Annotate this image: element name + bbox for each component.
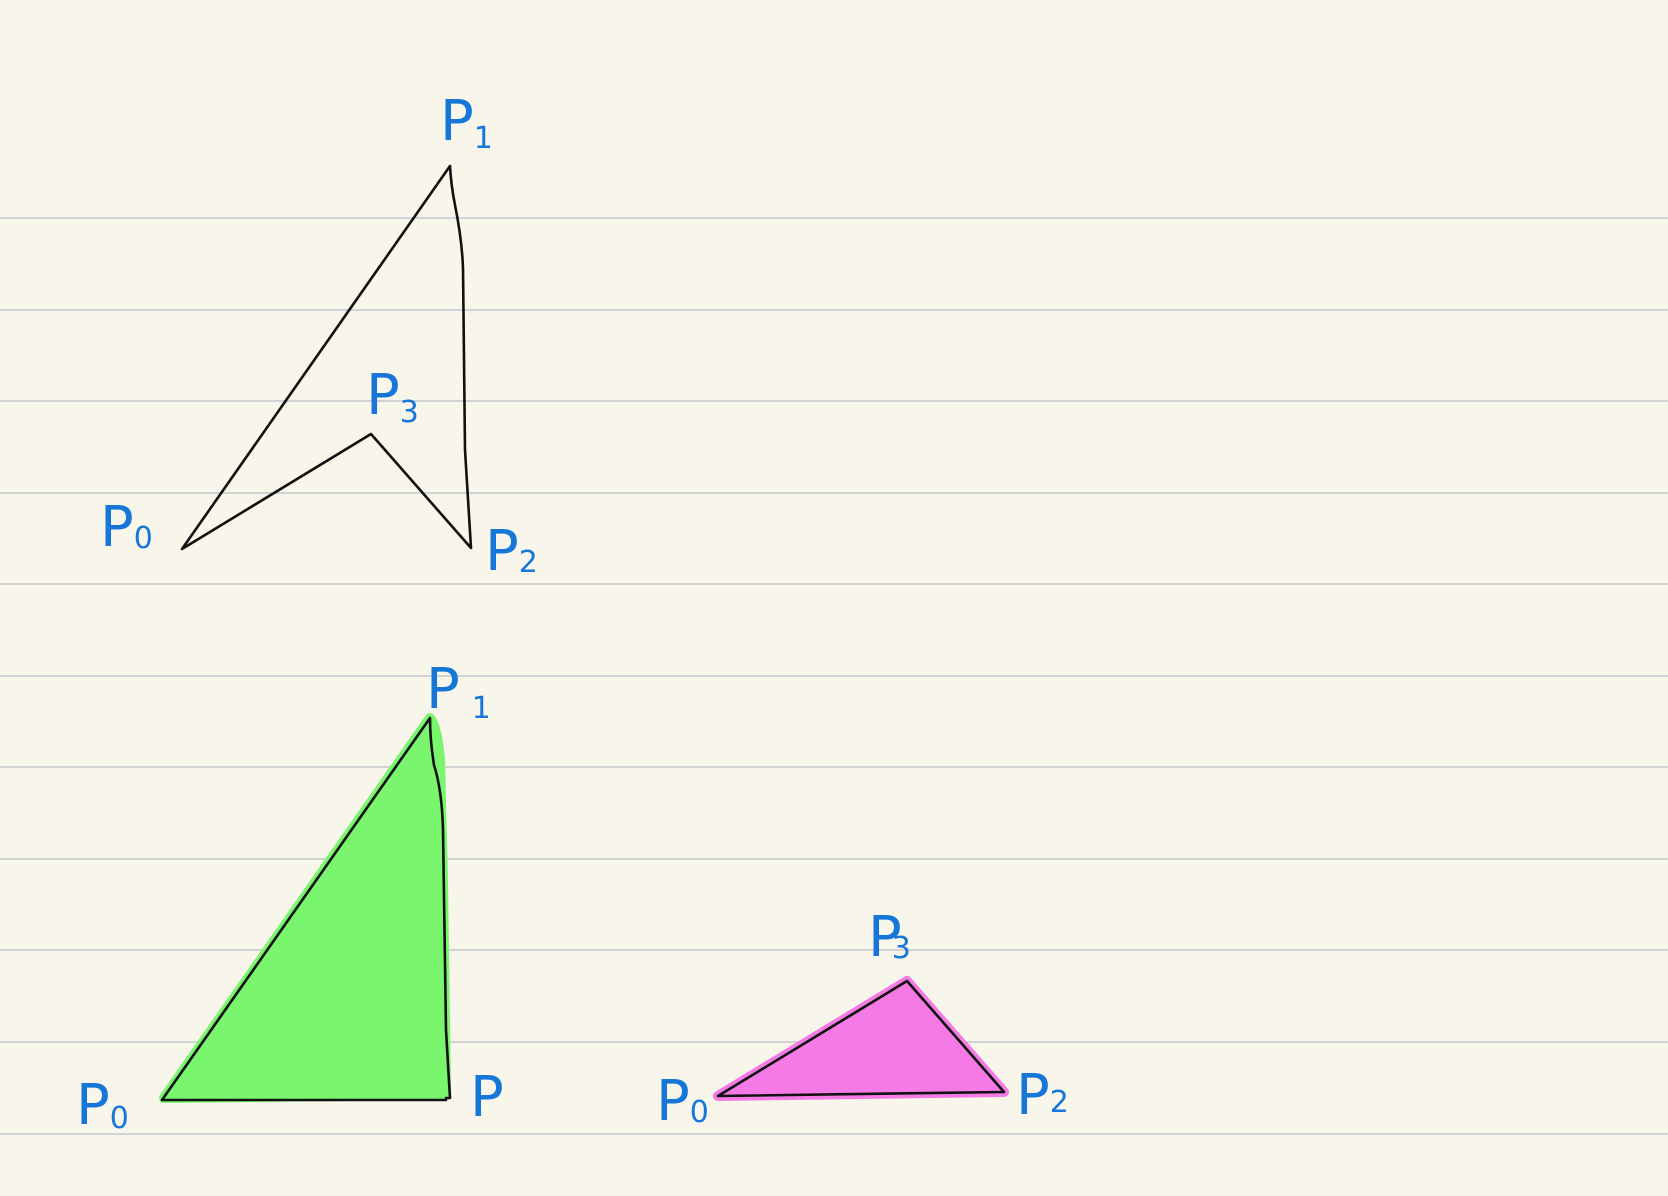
label-p2: P2 bbox=[485, 519, 538, 584]
pink-triangle: P3 P0 P2 bbox=[656, 905, 1069, 1134]
pink-triangle-outline bbox=[716, 979, 1006, 1098]
pink-triangle-fill bbox=[713, 976, 1009, 1101]
label-p0: P0 bbox=[100, 495, 153, 560]
green-triangle-fill bbox=[159, 713, 451, 1103]
green-triangle-outline bbox=[160, 716, 452, 1102]
concave-quadrilateral: P1 P3 P0 P2 bbox=[100, 89, 538, 584]
ruled-lines bbox=[0, 217, 1668, 1135]
quadrilateral-outline bbox=[180, 164, 473, 551]
label-p3: P3 bbox=[366, 363, 419, 430]
label-p3: P3 bbox=[868, 905, 911, 970]
label-p: P bbox=[470, 1065, 504, 1130]
label-p0: P0 bbox=[656, 1069, 709, 1134]
label-p1: P1 bbox=[440, 89, 493, 156]
label-p2: P2 bbox=[1016, 1063, 1069, 1128]
label-p0: P0 bbox=[76, 1073, 129, 1138]
